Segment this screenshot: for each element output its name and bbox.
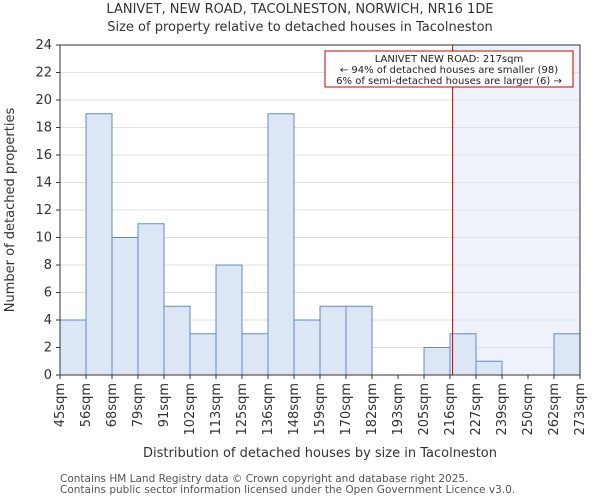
y-axis-label: Number of detached properties — [3, 108, 18, 313]
x-tick-label: 193sqm — [391, 383, 406, 436]
bar — [293, 319, 321, 376]
x-tick-label: 136sqm — [261, 383, 276, 436]
bar — [267, 113, 295, 376]
bar — [163, 305, 191, 376]
bar — [111, 237, 139, 376]
bar — [449, 333, 477, 376]
y-tick-label: 14 — [35, 176, 52, 191]
x-tick-label: 250sqm — [521, 383, 536, 436]
bar — [137, 223, 165, 376]
y-tick-label: 10 — [35, 231, 52, 246]
y-tick-label: 4 — [44, 313, 52, 328]
bar — [475, 360, 503, 376]
y-tick-label: 24 — [35, 38, 52, 53]
x-tick-label: 148sqm — [287, 383, 302, 436]
x-tick-label: 113sqm — [209, 383, 224, 436]
footer-licence: Contains public sector information licen… — [60, 484, 516, 496]
x-tick-label: 56sqm — [79, 383, 94, 427]
bar — [345, 305, 373, 376]
annotation-line: LANIVET NEW ROAD: 217sqm — [375, 54, 524, 65]
x-tick-label: 227sqm — [469, 383, 484, 436]
x-tick-label: 216sqm — [443, 383, 458, 436]
bar — [85, 113, 113, 376]
x-tick-label: 262sqm — [547, 383, 562, 436]
y-tick-label: 6 — [44, 286, 52, 301]
y-tick-label: 20 — [35, 93, 52, 108]
x-tick-label: 159sqm — [313, 383, 328, 436]
bar — [241, 333, 269, 376]
bar — [59, 319, 87, 376]
x-tick-label: 205sqm — [417, 383, 432, 436]
x-tick-label: 79sqm — [131, 383, 146, 427]
x-tick-label: 239sqm — [495, 383, 510, 436]
annotation-box — [324, 50, 574, 88]
bar — [319, 305, 347, 376]
y-tick-label: 8 — [44, 258, 52, 273]
x-tick-label: 91sqm — [157, 383, 172, 427]
x-tick-label: 68sqm — [105, 383, 120, 427]
annotation-line: 6% of semi-detached houses are larger (6… — [336, 76, 562, 87]
y-tick-label: 12 — [35, 203, 52, 218]
bar — [189, 333, 217, 376]
chart-title: LANIVET, NEW ROAD, TACOLNESTON, NORWICH,… — [106, 2, 494, 17]
annotation-line: ← 94% of detached houses are smaller (98… — [340, 65, 558, 76]
y-tick-label: 18 — [35, 121, 52, 136]
x-tick-label: 45sqm — [53, 383, 68, 427]
footer-copyright: Contains HM Land Registry data © Crown c… — [60, 473, 469, 485]
x-tick-label: 273sqm — [573, 383, 588, 436]
y-tick-label: 22 — [35, 66, 52, 81]
y-tick-label: 16 — [35, 148, 52, 163]
bar — [553, 333, 581, 376]
x-tick-label: 125sqm — [235, 383, 250, 436]
bar — [423, 347, 451, 376]
x-tick-label: 170sqm — [339, 383, 354, 436]
chart-subtitle: Size of property relative to detached ho… — [107, 20, 493, 35]
x-tick-label: 182sqm — [365, 383, 380, 436]
x-axis-label: Distribution of detached houses by size … — [143, 446, 497, 461]
x-tick-label: 102sqm — [183, 383, 198, 436]
y-tick-label: 2 — [44, 341, 52, 356]
y-tick-label: 0 — [44, 368, 52, 383]
bar — [215, 264, 243, 376]
